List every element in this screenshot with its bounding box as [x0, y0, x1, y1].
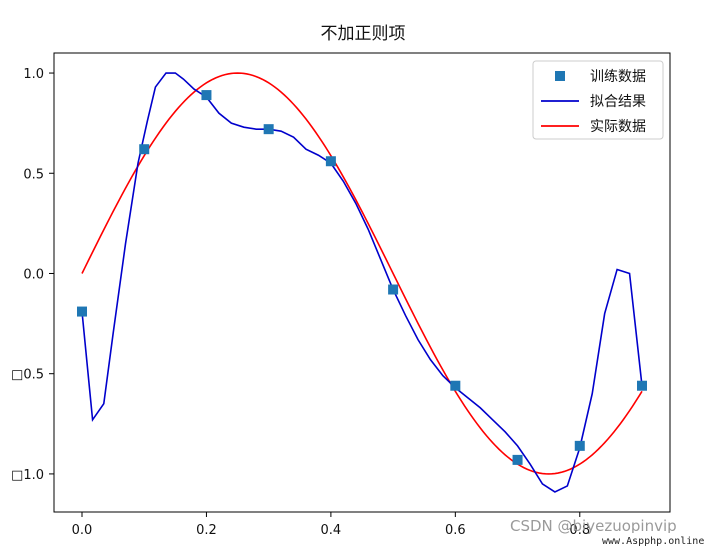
series-layer — [77, 72, 647, 493]
scatter-point — [77, 306, 87, 317]
y-tick-label: □1.0 — [11, 468, 44, 483]
y-tick-label: □0.5 — [11, 368, 44, 383]
scatter-point — [263, 124, 274, 135]
watermark-site-bg — [598, 533, 707, 547]
scatter-point — [637, 380, 647, 391]
chart-title: 不加正则项 — [321, 24, 406, 44]
x-tick-label: 0.2 — [196, 523, 217, 538]
legend-box — [532, 60, 664, 140]
plot-frame — [53, 52, 671, 513]
legend-marker — [555, 71, 565, 81]
x-tick-label: 0.4 — [321, 523, 342, 538]
series-line-fit — [81, 72, 643, 493]
y-tick-label: 0.5 — [23, 167, 44, 182]
y-tick-label: 1.0 — [23, 67, 44, 82]
series-line-actual — [81, 72, 643, 475]
x-tick-label: 0.0 — [72, 523, 93, 538]
watermark-site: www.Aspphp.online — [602, 536, 704, 547]
watermark-csdn: CSDN @biyezuopinvip — [510, 517, 677, 535]
scatter-point — [512, 454, 523, 465]
x-tick-label: 0.8 — [569, 523, 590, 538]
legend-label: 拟合结果 — [590, 94, 646, 110]
legend-label: 实际数据 — [590, 119, 646, 135]
scatter-point — [139, 144, 150, 155]
x-tick-label: 0.6 — [445, 523, 466, 538]
scatter-point — [450, 380, 461, 391]
scatter-point — [325, 156, 336, 167]
scatter-point — [201, 90, 212, 101]
scatter-point — [574, 440, 585, 451]
x-axis: 0.0 0.2 0.4 0.6 0.8 — [72, 512, 590, 538]
scatter-point — [388, 284, 399, 295]
y-tick-label: 0.0 — [23, 267, 44, 282]
legend-label: 训练数据 — [590, 69, 646, 85]
y-axis: 1.0 0.5 0.0 □0.5 □1.0 — [11, 67, 54, 483]
